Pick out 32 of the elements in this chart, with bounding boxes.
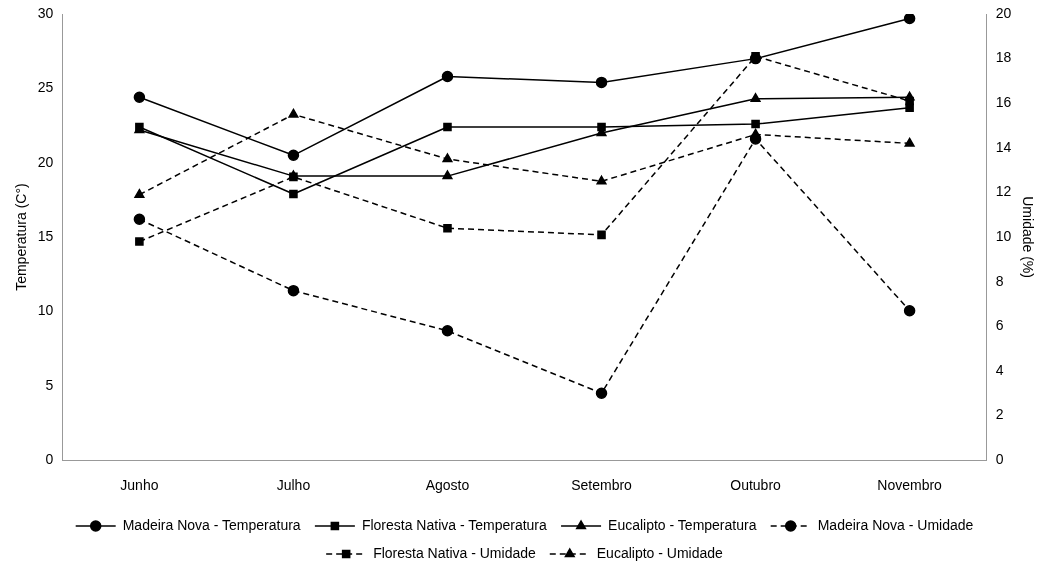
y-tick-label: 30 [37,4,54,21]
y2-axis-title: Umidade (%) [1019,196,1036,278]
x-tick-label: Novembro [877,477,943,494]
y2-tick-label: 20 [995,4,1012,21]
legend-label: Floresta Nativa - Umidade [373,544,536,561]
x-tick-label: Outubro [730,477,782,494]
legend-label: Madeira Nova - Umidade [817,516,974,533]
y-tick-label: 10 [37,302,54,319]
y2-tick-label: 16 [995,94,1012,111]
y2-tick-label: 6 [995,317,1004,334]
x-tick-label: Junho [120,477,159,494]
y-tick-label: 25 [37,79,54,96]
legend-label: Madeira Nova - Temperatura [122,516,301,533]
y-axis-title: Temperatura (C°) [13,183,30,291]
y-tick-label: 0 [45,451,54,468]
x-tick-label: Setembro [571,477,633,494]
legend-label: Eucalipto - Temperatura [608,516,757,533]
y2-tick-label: 8 [995,272,1004,289]
y2-tick-label: 14 [995,138,1012,155]
legend-label: Eucalipto - Umidade [596,544,724,561]
y2-tick-label: 18 [995,49,1012,66]
y2-tick-label: 10 [995,227,1012,244]
x-tick-label: Agosto [425,477,470,494]
y-tick-label: 20 [37,153,54,170]
y-tick-label: 15 [37,227,54,244]
y2-tick-label: 0 [995,451,1004,468]
y2-tick-label: 2 [995,406,1004,423]
y2-tick-label: 4 [995,361,1004,378]
legend-label: Floresta Nativa - Temperatura [361,516,548,533]
y-tick-label: 5 [45,376,54,393]
y2-tick-label: 12 [995,183,1012,200]
x-tick-label: Julho [276,477,311,494]
